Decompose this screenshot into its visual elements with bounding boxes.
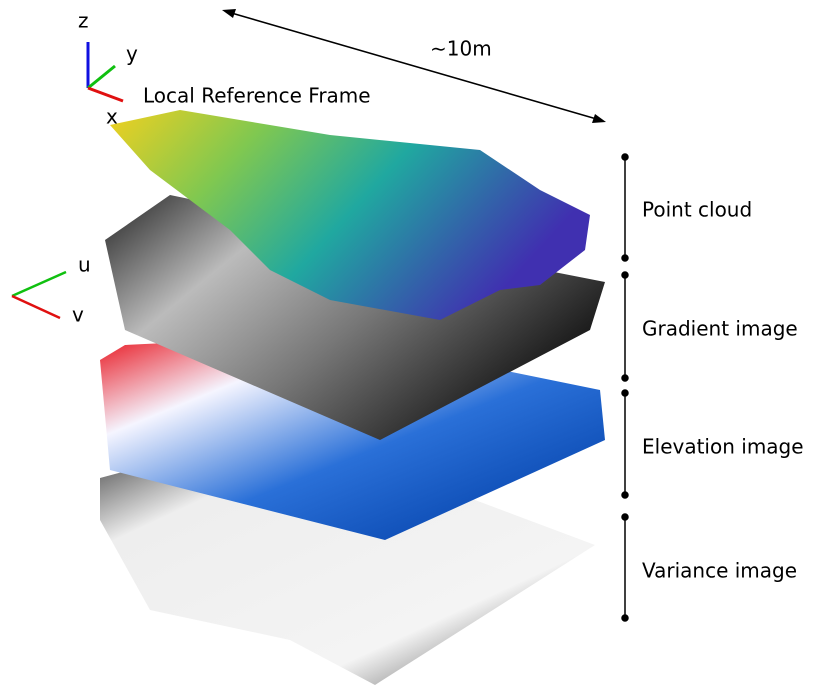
y-label: y: [126, 42, 138, 66]
x-label: x: [106, 105, 118, 129]
v-label: v: [72, 303, 84, 327]
layer-brackets: [622, 154, 628, 621]
u-axis: [12, 272, 66, 296]
layer-label: Point cloud: [642, 198, 752, 222]
frame-2d: u v: [12, 253, 91, 327]
x-axis: [88, 88, 123, 101]
figure: z y x Local Reference Frame ∼10m u v Poi…: [0, 0, 816, 687]
frame-3d: z y x Local Reference Frame: [78, 9, 371, 129]
z-label: z: [78, 9, 89, 33]
scale-label: ∼10m: [430, 37, 492, 61]
layer-label: Gradient image: [642, 317, 798, 341]
layer-label: Variance image: [642, 559, 797, 583]
u-label: u: [78, 253, 91, 277]
frame-caption: Local Reference Frame: [143, 84, 371, 108]
v-axis: [12, 296, 60, 318]
layer-label: Elevation image: [642, 435, 804, 459]
y-axis: [88, 66, 115, 88]
layer-stack: [100, 110, 605, 685]
